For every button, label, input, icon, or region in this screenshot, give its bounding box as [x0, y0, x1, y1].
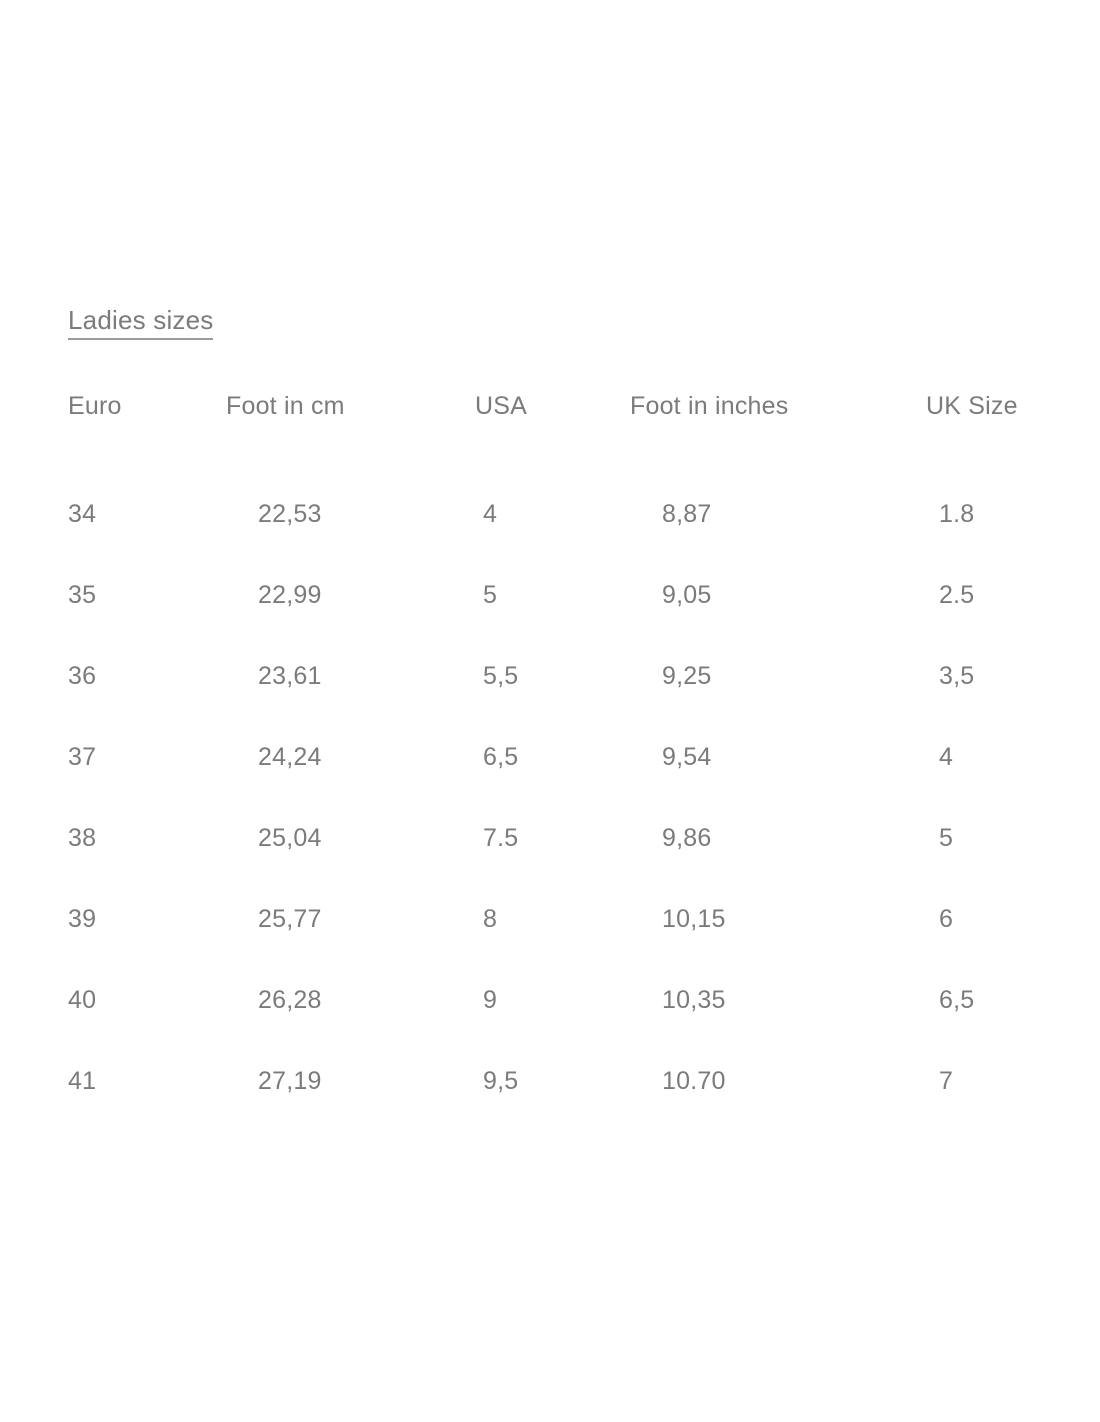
cell-uk-size: 4 — [939, 742, 954, 771]
cell-foot-inches: 10,35 — [662, 985, 726, 1014]
cell-usa: 5 — [483, 580, 498, 609]
cell-foot-cm: 23,61 — [258, 661, 322, 690]
table-row: 37 24,24 6,5 9,54 4 — [68, 717, 1043, 798]
cell-euro: 34 — [68, 499, 97, 528]
cell-foot-inches: 8,87 — [662, 499, 712, 528]
cell-foot-inches: 9,05 — [662, 580, 712, 609]
cell-foot-inches: 9,25 — [662, 661, 712, 690]
table-row: 40 26,28 9 10,35 6,5 — [68, 960, 1043, 1041]
cell-foot-inches: 9,86 — [662, 823, 712, 852]
cell-foot-inches: 10.70 — [662, 1066, 726, 1095]
cell-euro: 40 — [68, 985, 97, 1014]
cell-usa: 5,5 — [483, 661, 519, 690]
page-title: Ladies sizes — [68, 306, 214, 340]
table-row: 35 22,99 5 9,05 2.5 — [68, 555, 1043, 636]
table-header: Euro Foot in cm USA Foot in inches UK Si… — [68, 391, 1043, 474]
cell-foot-cm: 26,28 — [258, 985, 322, 1014]
cell-euro: 41 — [68, 1066, 97, 1095]
cell-usa: 7.5 — [483, 823, 519, 852]
cell-foot-cm: 22,53 — [258, 499, 322, 528]
cell-usa: 8 — [483, 904, 498, 933]
table-header-row: Euro Foot in cm USA Foot in inches UK Si… — [68, 391, 1043, 474]
cell-uk-size: 7 — [939, 1066, 954, 1095]
cell-foot-cm: 24,24 — [258, 742, 322, 771]
table-row: 38 25,04 7.5 9,86 5 — [68, 798, 1043, 879]
column-header-foot-cm: Foot in cm — [226, 391, 345, 420]
cell-uk-size: 6 — [939, 904, 954, 933]
table-row: 41 27,19 9,5 10.70 7 — [68, 1041, 1043, 1122]
table-body: 34 22,53 4 8,87 1.8 35 22,99 5 9,05 2.5 … — [68, 474, 1043, 1122]
cell-euro: 36 — [68, 661, 97, 690]
cell-uk-size: 2.5 — [939, 580, 975, 609]
cell-euro: 39 — [68, 904, 97, 933]
size-chart: Ladies sizes Euro Foot in cm USA Foot in… — [68, 306, 1048, 1122]
cell-uk-size: 6,5 — [939, 985, 975, 1014]
cell-foot-cm: 22,99 — [258, 580, 322, 609]
cell-euro: 38 — [68, 823, 97, 852]
cell-uk-size: 5 — [939, 823, 954, 852]
table-row: 34 22,53 4 8,87 1.8 — [68, 474, 1043, 555]
cell-uk-size: 1.8 — [939, 499, 975, 528]
cell-usa: 9,5 — [483, 1066, 519, 1095]
cell-uk-size: 3,5 — [939, 661, 975, 690]
cell-foot-inches: 9,54 — [662, 742, 712, 771]
cell-foot-cm: 27,19 — [258, 1066, 322, 1095]
size-conversion-table: Euro Foot in cm USA Foot in inches UK Si… — [68, 391, 1043, 1122]
column-header-uk-size: UK Size — [926, 391, 1018, 420]
cell-usa: 4 — [483, 499, 498, 528]
cell-usa: 6,5 — [483, 742, 519, 771]
cell-euro: 35 — [68, 580, 97, 609]
cell-usa: 9 — [483, 985, 498, 1014]
cell-foot-inches: 10,15 — [662, 904, 726, 933]
column-header-usa: USA — [475, 391, 528, 420]
cell-foot-cm: 25,04 — [258, 823, 322, 852]
column-header-foot-inches: Foot in inches — [630, 391, 789, 420]
column-header-euro: Euro — [68, 391, 122, 420]
table-row: 39 25,77 8 10,15 6 — [68, 879, 1043, 960]
cell-foot-cm: 25,77 — [258, 904, 322, 933]
cell-euro: 37 — [68, 742, 97, 771]
table-row: 36 23,61 5,5 9,25 3,5 — [68, 636, 1043, 717]
